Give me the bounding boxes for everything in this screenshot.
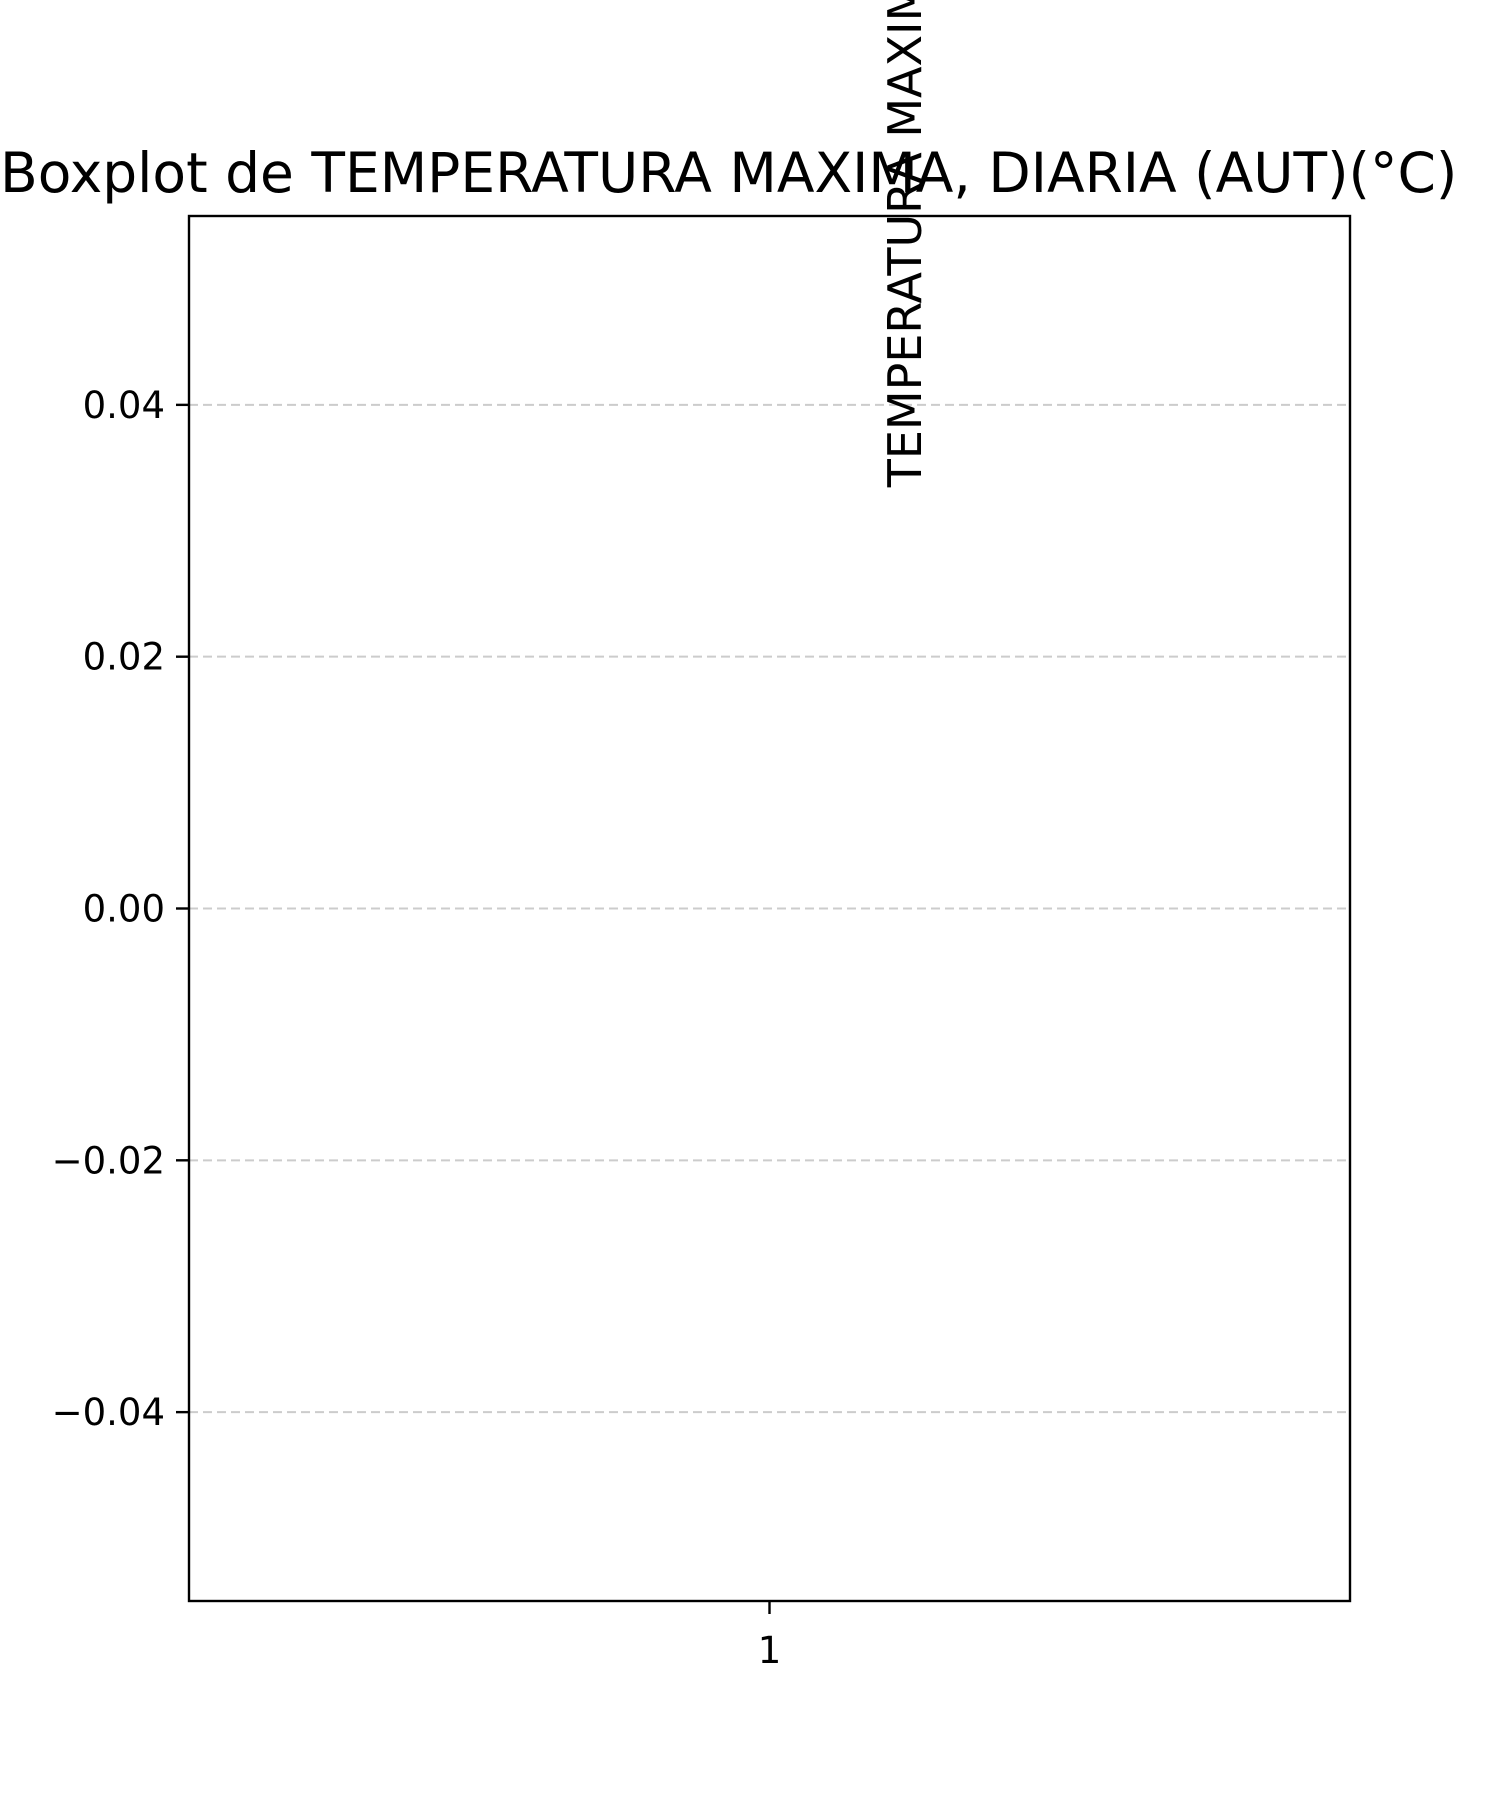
x-tick-label: 1 xyxy=(758,1629,782,1672)
y-axis-ticks: 0.04 0.02 0.00 −0.02 −0.04 xyxy=(52,384,189,1434)
y-tick-label: 0.00 xyxy=(83,888,165,931)
y-tick-label: 0.04 xyxy=(83,384,165,427)
y-tick-label: −0.02 xyxy=(52,1139,165,1182)
chart-title: Boxplot de TEMPERATURA MAXIMA, DIARIA (A… xyxy=(0,141,1457,205)
y-axis-label: TEMPERATURA MAXIMA, DIARIA (AUT)(°C) xyxy=(878,0,932,488)
x-axis-ticks: 1 xyxy=(758,1601,782,1672)
grid-lines xyxy=(189,403,1350,1414)
y-tick-label: 0.02 xyxy=(83,636,165,679)
y-tick-label: −0.04 xyxy=(52,1391,165,1434)
